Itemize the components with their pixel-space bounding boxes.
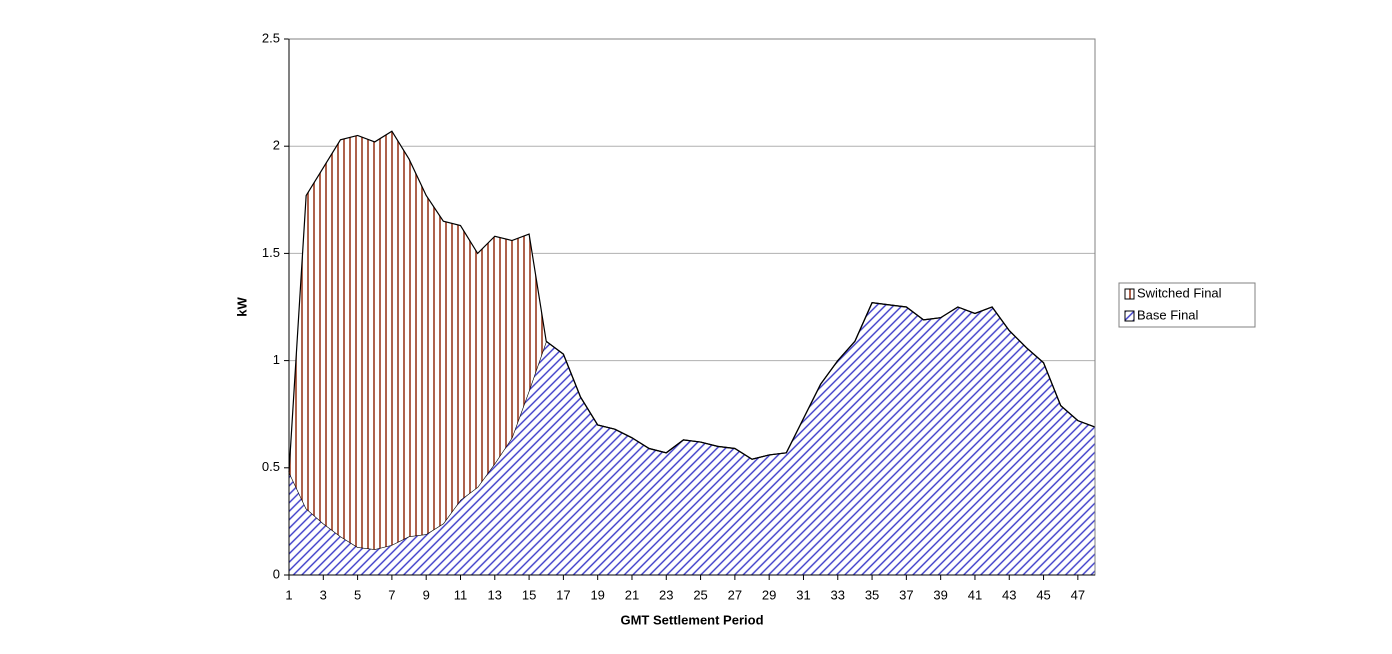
x-tick-label: 17 bbox=[556, 587, 570, 602]
legend-label: Base Final bbox=[1137, 307, 1199, 322]
y-tick-label: 0.5 bbox=[262, 459, 280, 474]
area bbox=[289, 302, 1095, 575]
legend-label: Switched Final bbox=[1137, 285, 1222, 300]
y-tick-label: 2.5 bbox=[262, 30, 280, 45]
x-tick-label: 25 bbox=[693, 587, 707, 602]
x-tick-label: 41 bbox=[968, 587, 982, 602]
x-tick-label: 35 bbox=[865, 587, 879, 602]
x-tick-label: 21 bbox=[625, 587, 639, 602]
x-tick-label: 5 bbox=[354, 587, 361, 602]
x-axis-title: GMT Settlement Period bbox=[620, 612, 763, 627]
x-tick-label: 27 bbox=[728, 587, 742, 602]
y-axis-title: kW bbox=[234, 297, 249, 317]
legend-box bbox=[1118, 282, 1256, 328]
x-tick-label: 43 bbox=[1002, 587, 1016, 602]
x-tick-label: 39 bbox=[933, 587, 947, 602]
x-tick-label: 1 bbox=[285, 587, 292, 602]
y-tick-label: 0 bbox=[273, 566, 280, 581]
y-tick-label: 1 bbox=[273, 352, 280, 367]
legend-swatch bbox=[1124, 288, 1135, 300]
y-tick-label: 1.5 bbox=[262, 245, 280, 260]
x-tick-label: 19 bbox=[590, 587, 604, 602]
x-tick-label: 33 bbox=[831, 587, 845, 602]
area bbox=[289, 131, 1095, 550]
area-outline bbox=[288, 130, 1096, 473]
x-tick-label: 45 bbox=[1036, 587, 1050, 602]
x-tick-label: 9 bbox=[423, 587, 430, 602]
x-tick-label: 7 bbox=[388, 587, 395, 602]
x-tick-label: 29 bbox=[762, 587, 776, 602]
x-tick-label: 3 bbox=[320, 587, 327, 602]
x-tick-label: 11 bbox=[454, 587, 468, 602]
x-tick-label: 47 bbox=[1071, 587, 1085, 602]
x-tick-label: 15 bbox=[522, 587, 536, 602]
x-tick-label: 31 bbox=[796, 587, 810, 602]
x-tick-label: 37 bbox=[899, 587, 913, 602]
x-tick-label: 13 bbox=[488, 587, 502, 602]
legend-swatch bbox=[1124, 310, 1135, 322]
y-tick-label: 2 bbox=[273, 138, 280, 153]
x-tick-label: 23 bbox=[659, 587, 673, 602]
